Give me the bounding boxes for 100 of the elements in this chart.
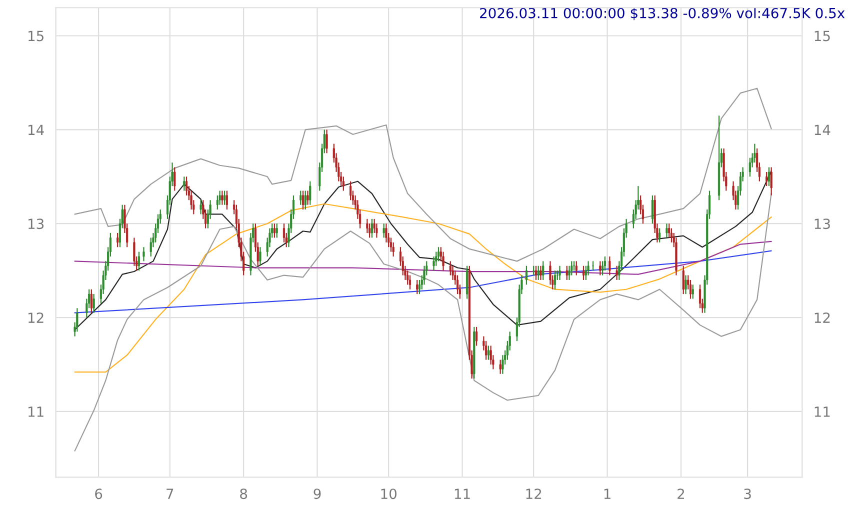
- candlestick: [537, 265, 540, 281]
- candlestick: [554, 270, 556, 290]
- candlestick: [608, 256, 611, 276]
- candlestick: [90, 288, 92, 314]
- candlestick: [437, 246, 440, 262]
- y2-tick-label: 13: [814, 218, 830, 230]
- candlestick: [449, 260, 452, 276]
- candlestick: [525, 265, 528, 286]
- candlestick: [476, 326, 478, 346]
- candlestick: [684, 274, 687, 295]
- x-tick-label: 6: [95, 488, 102, 500]
- line-series: [74, 193, 772, 452]
- candlestick: [282, 223, 286, 243]
- candlestick: [668, 223, 670, 238]
- candlestick: [587, 260, 590, 276]
- candlestick: [366, 218, 368, 234]
- candlestick: [174, 166, 176, 192]
- candlestick: [200, 200, 202, 215]
- x-tick-label: 9: [314, 488, 321, 500]
- candlestick: [651, 194, 654, 224]
- candlestick: [190, 190, 192, 210]
- y-tick-label: 15: [28, 30, 44, 42]
- y2-tick-label: 11: [814, 406, 830, 417]
- candlestick: [138, 251, 140, 272]
- candlestick: [392, 242, 394, 258]
- candlestick: [558, 265, 561, 281]
- candlestick: [452, 265, 454, 281]
- candlestick: [682, 265, 684, 295]
- candlestick: [487, 345, 490, 360]
- candlestick: [666, 223, 668, 238]
- candlestick: [534, 265, 538, 281]
- candlestick: [385, 223, 388, 243]
- candlestick: [76, 308, 78, 332]
- candlestick: [418, 279, 421, 295]
- line-series: [74, 88, 772, 262]
- candlestick: [604, 256, 606, 272]
- candlestick: [142, 246, 145, 262]
- candlestick: [150, 237, 152, 258]
- candlestick: [300, 190, 302, 206]
- candlestick: [373, 218, 376, 234]
- x-tick-label: 10: [381, 488, 396, 500]
- candlestick: [542, 260, 544, 281]
- candlestick: [370, 218, 373, 238]
- line-series: [74, 250, 772, 314]
- candlestick: [602, 260, 604, 276]
- candlestick: [306, 190, 309, 206]
- candlestick: [570, 260, 573, 276]
- candlestick: [368, 223, 371, 238]
- candlestick: [575, 260, 578, 276]
- y-tick-label: 13: [28, 218, 44, 230]
- candlestick: [342, 176, 344, 192]
- x-tick-label: 11: [454, 488, 470, 499]
- candlestick: [766, 171, 768, 187]
- x-tick-label: 12: [526, 488, 542, 499]
- candlestick: [698, 284, 702, 309]
- y-tick-label: 12: [28, 312, 44, 323]
- candlestick: [304, 190, 306, 210]
- candlestick: [768, 166, 770, 187]
- y2-tick-label: 15: [814, 30, 830, 42]
- candlestick: [770, 166, 772, 196]
- candlestick: [658, 228, 661, 243]
- candlestick: [692, 284, 694, 300]
- candlestick: [502, 354, 504, 374]
- x-tick-label: 3: [744, 488, 751, 500]
- candlestick: [568, 265, 570, 281]
- candlestick: [689, 279, 692, 300]
- candlestick: [92, 294, 95, 314]
- candlestick: [406, 270, 409, 286]
- candlestick: [435, 251, 438, 266]
- x-tick-label: 2: [678, 488, 684, 499]
- candlestick: [116, 232, 119, 248]
- y2-tick-label: 12: [814, 312, 830, 323]
- candlestick: [309, 180, 312, 206]
- candlestick: [584, 265, 587, 281]
- candlestick: [456, 274, 459, 295]
- y-tick-label: 14: [28, 124, 44, 135]
- candlestick: [616, 265, 618, 281]
- chart-title: 2026.03.11 00:00:00 $13.38 -0.89% vol:467.5K 0.5x: [480, 8, 845, 20]
- candlestick: [216, 194, 218, 210]
- candlestick: [670, 228, 673, 243]
- y2-tick-label: 14: [814, 124, 830, 135]
- candlestick: [416, 279, 418, 295]
- candlestick: [432, 256, 435, 272]
- candlestick: [754, 143, 756, 164]
- candlestick: [273, 223, 276, 238]
- candlestick: [748, 157, 751, 178]
- candlestick: [326, 129, 328, 154]
- candlestick: [490, 345, 492, 366]
- y-tick-label: 11: [28, 406, 44, 417]
- candlestick: [133, 237, 136, 266]
- candlestick: [408, 274, 412, 290]
- candlestick: [566, 265, 568, 281]
- candlestick: [390, 237, 392, 252]
- line-series: [74, 240, 772, 275]
- x-tick-label: 1: [604, 488, 610, 499]
- candlestick: [224, 190, 226, 206]
- candlestick: [549, 260, 552, 286]
- candlestick: [276, 223, 278, 238]
- candlestick: [485, 340, 488, 360]
- x-tick-label: 8: [240, 488, 248, 500]
